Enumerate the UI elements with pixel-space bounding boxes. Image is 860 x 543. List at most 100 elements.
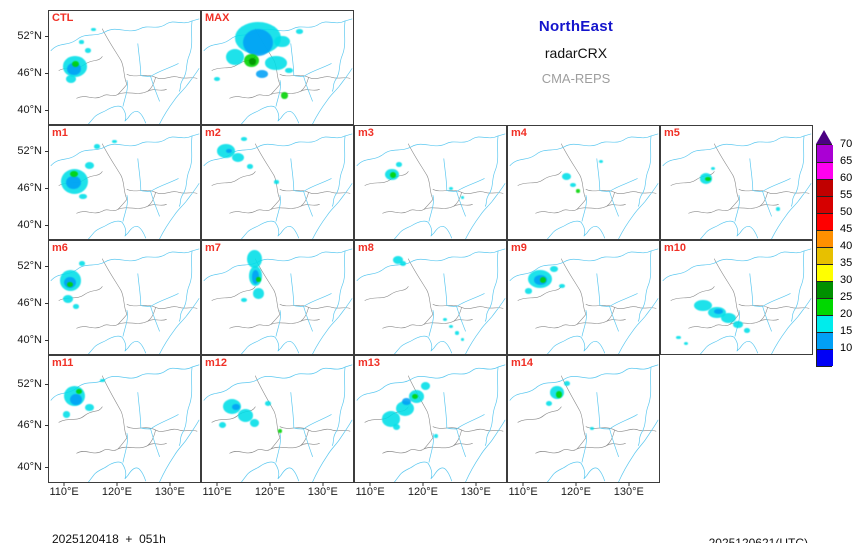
radar-echo [242,29,273,57]
radar-echo [62,411,71,418]
colorbar-label: 20 [840,308,853,320]
radar-echo [710,166,716,171]
colorbar-cell [817,315,833,332]
radar-echo [704,176,711,182]
lon-tick [63,482,65,486]
colorbar-label: 35 [840,257,853,269]
panel-label: m8 [358,242,374,254]
colorbar-cell [817,213,833,230]
lat-tick-label: 40°N [17,460,42,473]
radar-echo [412,393,419,399]
panel-label: m3 [358,127,374,139]
lon-tick [322,482,324,486]
lat-tick-label: 46°N [17,67,42,80]
northeast-china-basemap [356,133,506,239]
radar-echo [454,331,460,335]
radar-echo [575,189,581,193]
radar-echo [214,76,221,82]
colorbar-cell [817,349,833,366]
map-area [661,126,812,239]
radar-echo [556,391,563,398]
northeast-china-basemap [662,133,812,239]
radar-echo [76,388,83,394]
lat-tick [45,73,49,75]
map-panel-m1: m1 52°N 46°N 40°N [17,125,201,240]
radar-echo [589,426,595,431]
lat-tick [45,150,49,152]
radar-echo [218,421,227,428]
radar-echo [226,49,245,66]
title-block: NorthEast radarCRX CMA-REPS [356,18,796,86]
radar-echo [395,162,402,167]
radar-echo [100,378,105,383]
panel-label: m6 [52,242,68,254]
radar-echo [253,288,264,299]
colorbar-cell [817,332,833,349]
radar-echo [73,304,80,309]
radar-echo [256,277,261,282]
lon-tick [575,482,577,486]
lon-tick [269,482,271,486]
map-panel-m5: m5 [660,125,813,240]
map-panel-ctl: CTL 52°N 46°N 40°N [17,10,201,125]
panel-label: m14 [511,357,534,369]
radar-echo [400,261,407,266]
panel-label: m1 [52,127,68,139]
lat-tick-label: 52°N [17,144,42,157]
colorbar-cell [817,145,833,162]
radar-echo [274,35,290,48]
radar-echo [217,144,236,158]
map-panel-m8: m8 [354,240,507,355]
northeast-china-basemap [662,248,812,354]
colorbar-top-arrow [816,130,832,144]
lon-tick-label: 130°E [460,486,491,498]
lon-tick [369,482,371,486]
radar-echo [274,180,279,184]
colorbar-label: 25 [840,291,853,303]
northeast-china-basemap [203,248,353,354]
lon-tick-label: 120°E [254,486,285,498]
radar-echo [277,429,283,433]
colorbar-cells [816,144,833,367]
colorbar-label: 60 [840,172,853,184]
panel-label: m4 [511,127,527,139]
radar-echo [265,401,272,407]
radar-echo [250,419,260,427]
panel-label: m5 [664,127,680,139]
lon-tick-label: 120°E [407,486,438,498]
lat-tick-label: 40°N [17,219,42,232]
colorbar-cell [817,264,833,281]
northeast-china-basemap [356,364,506,482]
radar-echo [65,175,81,190]
lat-tick [45,35,49,37]
map-area [202,126,353,239]
map-panel-m9: m9 [507,240,660,355]
radar-echo [238,408,254,422]
radar-echo [562,173,572,181]
radar-echo [251,270,260,284]
radar-echo [295,29,304,34]
northeast-china-basemap [509,248,659,354]
radar-echo [112,139,117,143]
map-panel-m7: m7 [201,240,354,355]
northeast-china-basemap [356,248,506,354]
radar-echo [79,193,87,200]
valid-time-utc: 2025120621(UTC) [708,536,808,543]
radar-echo [248,58,257,66]
panel-label: CTL [52,12,74,24]
radar-echo [569,182,576,188]
map-panel-m3: m3 [354,125,507,240]
map-area [49,126,200,239]
radar-echo [79,261,86,266]
radar-echo [676,335,681,340]
panel-label: m11 [52,357,74,369]
colorbar-cell [817,298,833,315]
lon-tick-label: 110°E [355,486,385,498]
colorbar-cell [817,281,833,298]
lat-tick [45,188,49,190]
lon-tick-label: 110°E [202,486,232,498]
lat-tick [45,303,49,305]
valid-time-block: 2025120621(UTC) 2025120705(CST) [709,503,808,543]
radar-echo [62,295,74,304]
